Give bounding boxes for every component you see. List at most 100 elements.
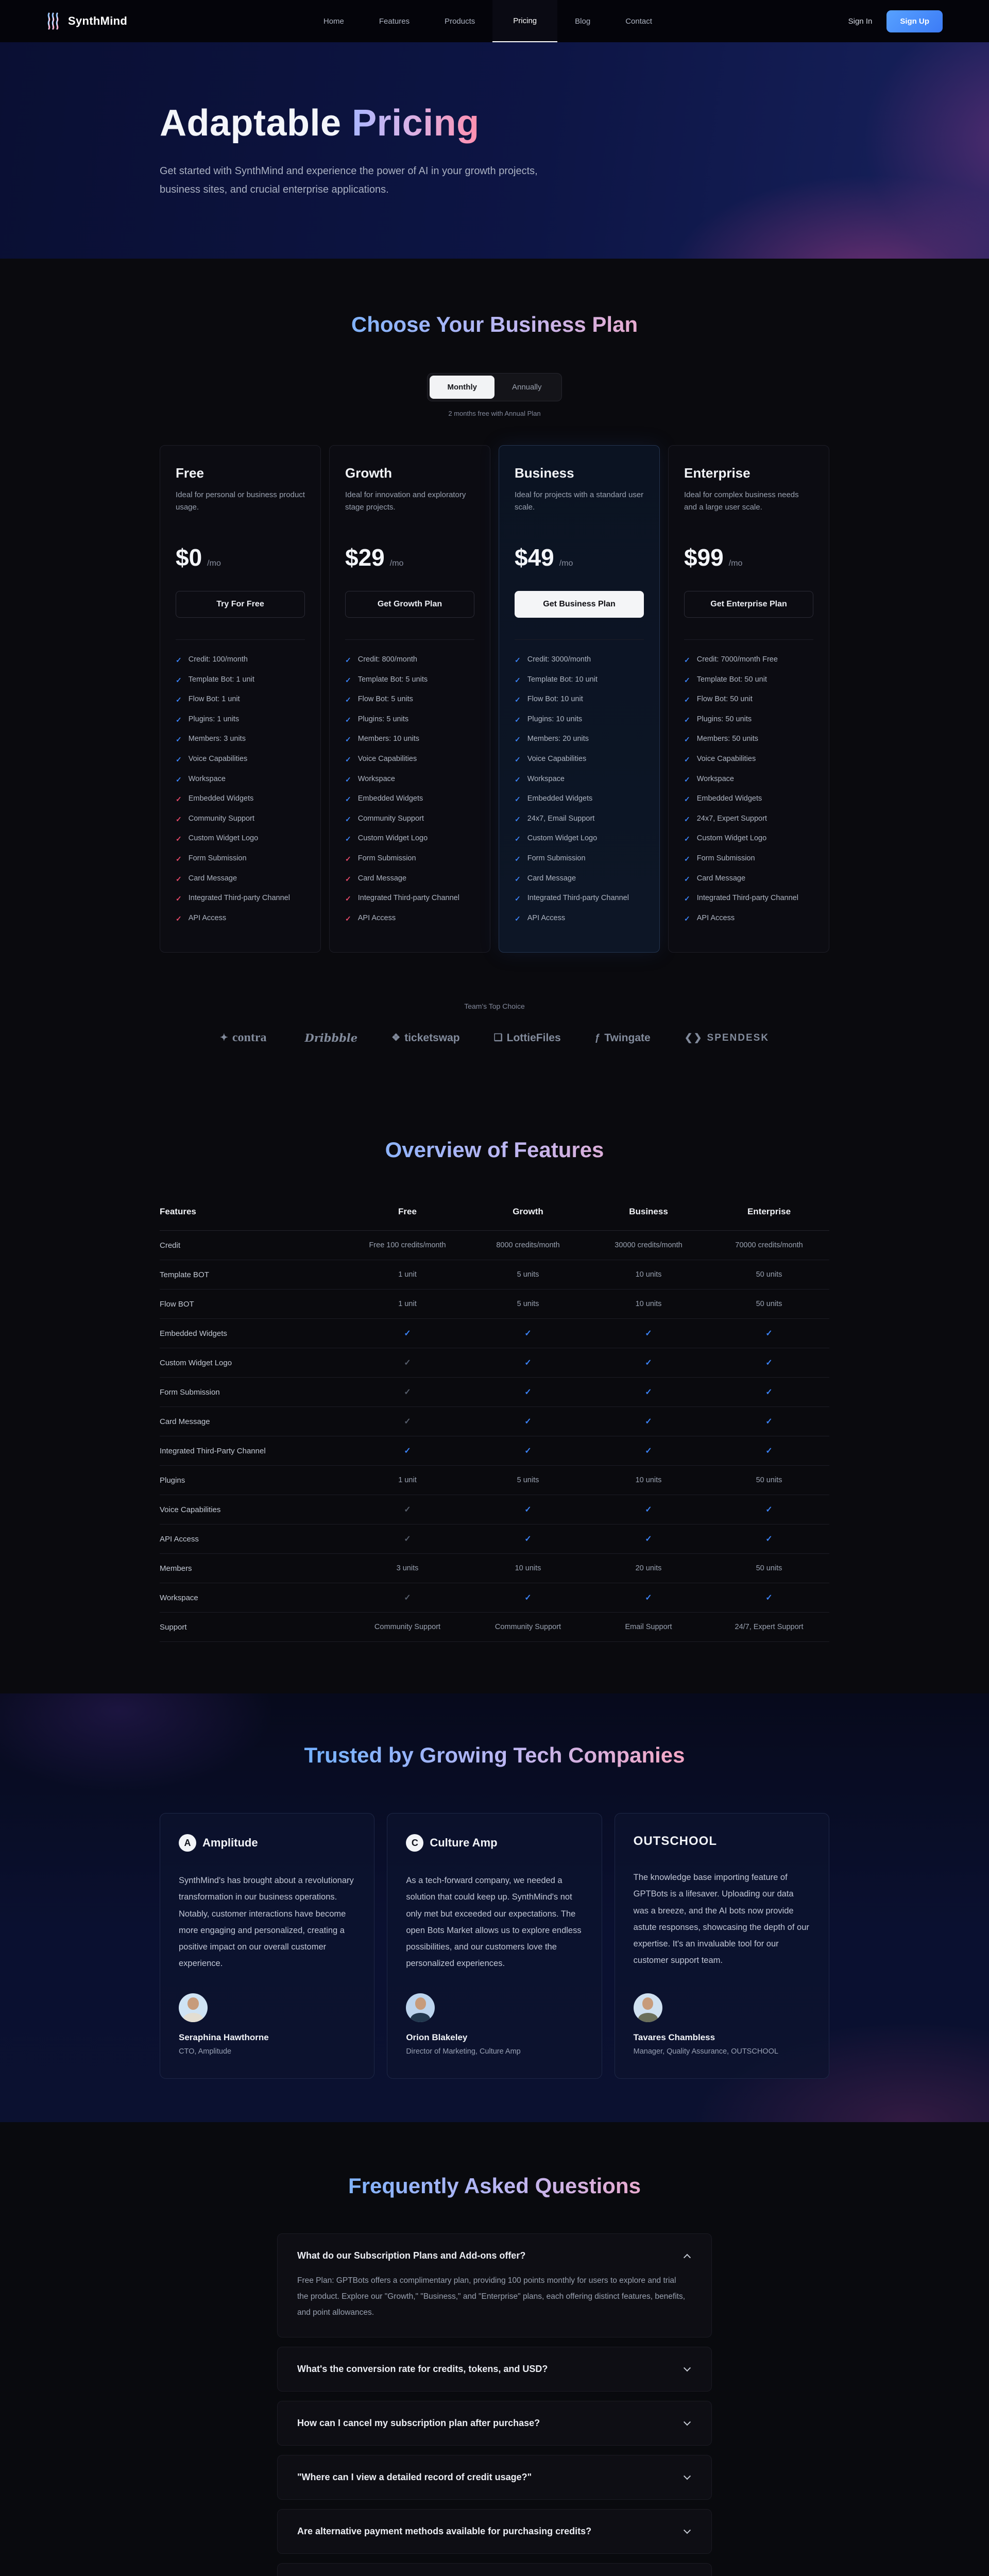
- plan-name: Enterprise: [684, 465, 751, 481]
- cell-enterprise: [709, 1387, 829, 1397]
- cell-growth: [468, 1328, 588, 1338]
- feature-label: Embedded Widgets: [527, 794, 593, 803]
- feature-status-icon: ✓: [176, 755, 182, 764]
- plan-feature: ✓ Flow Bot: 5 units: [345, 695, 474, 705]
- nav-link[interactable]: Pricing: [492, 0, 558, 42]
- feature-label: Card Message: [527, 874, 576, 883]
- plan-price: $49: [515, 544, 554, 571]
- testimonial-quote: The knowledge base importing feature of …: [633, 1873, 809, 1965]
- plan-feature: ✓ Credit: 3000/month: [515, 655, 644, 666]
- feature-status-icon: ✓: [515, 735, 521, 744]
- pricing-card-enterprise: Enterprise Ideal for complex business ne…: [668, 445, 829, 953]
- faq-item[interactable]: How do I upgrade my subscription if it d…: [277, 2563, 712, 2576]
- chevron-icon[interactable]: [683, 2418, 691, 2426]
- row-feature-name: Workspace: [160, 1593, 198, 1602]
- billing-toggle: Monthly Annually: [427, 373, 562, 401]
- plan-feature: ✓ Voice Capabilities: [684, 755, 813, 765]
- brand-badge-icon: C: [406, 1834, 424, 1852]
- row-feature-name: Integrated Third-Party Channel: [160, 1446, 266, 1455]
- chevron-icon[interactable]: [683, 2526, 691, 2534]
- table-row: Workspace: [160, 1583, 829, 1613]
- chevron-icon[interactable]: [683, 2472, 691, 2480]
- faq-item[interactable]: What's the conversion rate for credits, …: [277, 2347, 712, 2392]
- cell-business: [588, 1446, 709, 1456]
- faq-item[interactable]: How can I cancel my subscription plan af…: [277, 2401, 712, 2446]
- sign-up-button[interactable]: Sign Up: [886, 10, 943, 32]
- feature-label: Plugins: 1 units: [188, 715, 240, 723]
- plan-feature: ✓ Plugins: 5 units: [345, 715, 474, 725]
- hero-section: Adaptable Pricing Get started with Synth…: [0, 42, 989, 259]
- feature-label: API Access: [696, 913, 735, 922]
- cell-free: [347, 1387, 468, 1397]
- feature-status-icon: ✓: [345, 656, 351, 664]
- feature-status-icon: ✓: [515, 715, 521, 724]
- feature-status-icon: ✓: [684, 735, 690, 744]
- plan-feature: ✓ Members: 3 units: [176, 735, 305, 745]
- page-title-gradient: Pricing: [352, 103, 480, 144]
- chevron-icon[interactable]: [683, 2364, 691, 2372]
- feature-label: Plugins: 50 units: [696, 715, 752, 723]
- column-header-features: Features: [160, 1207, 196, 1217]
- cell-growth: [468, 1534, 588, 1544]
- plan-cta-button[interactable]: Get Business Plan: [515, 591, 644, 618]
- feature-status-icon: ✓: [515, 854, 521, 863]
- pricing-cards: Free Ideal for personal or business prod…: [160, 445, 829, 953]
- nav-link[interactable]: Home: [323, 16, 344, 26]
- cell-enterprise: [709, 1504, 829, 1515]
- feature-label: Flow Bot: 1 unit: [188, 695, 240, 704]
- feature-status-icon: ✓: [345, 675, 351, 684]
- testimonial-person-name: Seraphina Hawthorne: [179, 2032, 269, 2043]
- faq-item[interactable]: "Where can I view a detailed record of c…: [277, 2455, 712, 2500]
- testimonials-section: Trusted by Growing Tech Companies A Ampl…: [0, 1693, 989, 2122]
- pricing-card-growth: Growth Ideal for innovation and explorat…: [329, 445, 490, 953]
- chevron-icon[interactable]: [683, 2253, 691, 2261]
- nav-link[interactable]: Products: [445, 16, 475, 26]
- feature-table-body: Credit Free 100 credits/month 8000 credi…: [160, 1231, 829, 1642]
- nav-link[interactable]: Contact: [625, 16, 652, 26]
- plan-feature: ✓ Plugins: 10 units: [515, 715, 644, 725]
- cell-free: [347, 1446, 468, 1456]
- plan-cta-button[interactable]: Get Enterprise Plan: [684, 591, 813, 618]
- avatar: [179, 1993, 208, 2023]
- feature-status-icon: ✓: [684, 775, 690, 784]
- row-feature-name: Custom Widget Logo: [160, 1358, 232, 1367]
- testimonial-quote: SynthMind's has brought about a revoluti…: [179, 1876, 354, 1969]
- plan-price: $29: [345, 544, 385, 571]
- plan-feature: ✓ Template Bot: 1 unit: [176, 675, 305, 686]
- plan-feature: ✓ Voice Capabilities: [345, 755, 474, 765]
- feature-status-icon: ✓: [515, 874, 521, 883]
- plan-feature-list: ✓ Credit: 3000/month ✓ Template Bot: 10 uni…: [515, 655, 644, 934]
- feature-status-icon: ✓: [345, 755, 351, 764]
- cell-free: [347, 1358, 468, 1368]
- plan-feature: ✓ 24x7, Email Support: [515, 815, 644, 825]
- faq-item[interactable]: What do our Subscription Plans and Add-o…: [277, 2233, 712, 2338]
- nav-link[interactable]: Blog: [575, 16, 591, 26]
- brand-name: Amplitude: [202, 1836, 258, 1850]
- cell-free: [347, 1504, 468, 1515]
- table-row: Members 3 units 10 units 20 units 50 uni…: [160, 1554, 829, 1584]
- testimonial-brand: C Culture Amp: [406, 1834, 583, 1852]
- cell-business: [588, 1416, 709, 1427]
- cell-enterprise: [709, 1592, 829, 1603]
- feature-status-icon: ✓: [345, 815, 351, 823]
- annually-toggle[interactable]: Annually: [511, 383, 542, 392]
- monthly-toggle[interactable]: Monthly: [430, 376, 494, 399]
- plan-feature-list: ✓ Credit: 800/month ✓ Template Bot: 5 units…: [345, 655, 474, 934]
- testimonial-brand: OUTSCHOOL: [634, 1834, 810, 1849]
- cell-business: [588, 1534, 709, 1544]
- sign-in-link[interactable]: Sign In: [848, 16, 873, 26]
- faq-item[interactable]: Are alternative payment methods availabl…: [277, 2509, 712, 2554]
- feature-label: Card Message: [188, 874, 237, 883]
- cell-growth: [468, 1416, 588, 1427]
- plan-feature: ✓ Integrated Third-party Channel: [515, 894, 644, 904]
- feature-status-icon: ✓: [684, 696, 690, 704]
- brand-logo[interactable]: SynthMind: [46, 0, 127, 42]
- cell-business: 30000 credits/month: [615, 1241, 683, 1250]
- plan-feature: ✓ Community Support: [345, 815, 474, 825]
- nav-link[interactable]: Features: [379, 16, 410, 26]
- plan-cta-button[interactable]: Try For Free: [176, 591, 305, 618]
- plan-feature: ✓ Plugins: 50 units: [684, 715, 813, 725]
- plans-section: Choose Your Business Plan Monthly Annual…: [0, 259, 989, 1102]
- plan-cta-button[interactable]: Get Growth Plan: [345, 591, 474, 618]
- feature-status-icon: ✓: [515, 894, 521, 903]
